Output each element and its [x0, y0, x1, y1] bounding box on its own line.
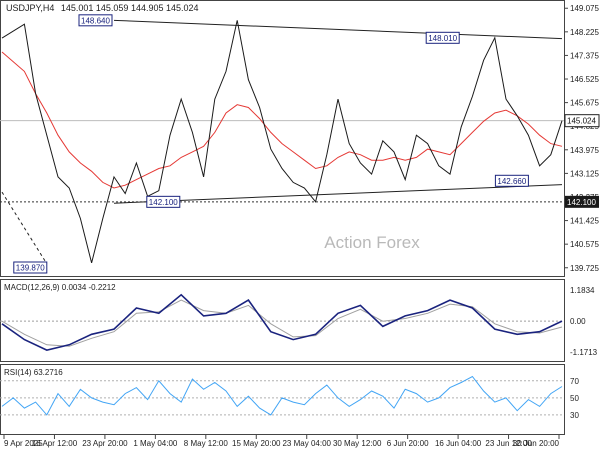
- price-annotation-label: 139.870: [16, 264, 45, 273]
- price-tick-label: 145.675: [570, 99, 599, 108]
- price-annotation-label: 148.010: [428, 34, 457, 43]
- moving-average-line: [1, 51, 563, 189]
- price-annotations: 148.640 139.870 142.100 148.010 142.660: [13, 14, 529, 274]
- watermark: Action Forex: [324, 233, 420, 252]
- symbol-label: USDJPY,H4: [6, 3, 54, 13]
- time-tick-label: 16 Jun 04:00: [435, 439, 482, 448]
- current-price-label: 145.024: [567, 117, 596, 126]
- price-annotation-box: [78, 14, 113, 27]
- macd-tick-label: 0.00: [570, 317, 586, 326]
- trendline: [113, 19, 563, 40]
- rsi-tick-label: 70: [570, 377, 579, 386]
- time-tick-label: 15 May 20:00: [232, 439, 281, 448]
- time-tick-label: 6 Jun 20:00: [387, 439, 429, 448]
- rsi-tick-label: 50: [570, 394, 579, 403]
- macd-tick-label: 1.1834: [570, 286, 595, 295]
- price-annotation-label: 148.640: [81, 16, 110, 25]
- time-tick-label: 30 May 12:00: [333, 439, 382, 448]
- price-tick-label: 140.575: [570, 240, 599, 249]
- price-annotation-label: 142.100: [149, 198, 178, 207]
- price-annotation-box: [425, 31, 460, 44]
- macd-indicator: 1.1834 0.00 -1.1713: [0, 286, 598, 357]
- time-tick-label: 9 Apr 2025: [4, 439, 43, 448]
- time-tick-label: 30 Jun 20:00: [513, 439, 560, 448]
- price-lines: [1, 20, 563, 264]
- price-grid: [0, 120, 564, 203]
- rsi-indicator: 70 50 30: [0, 375, 579, 420]
- macd-tick-label: -1.1713: [570, 348, 598, 357]
- rsi-tick-label: 30: [570, 411, 579, 420]
- symbol-header: USDJPY,H4 145.001 145.059 144.905 145.02…: [6, 3, 199, 13]
- time-tick-label: 1 May 04:00: [133, 439, 178, 448]
- price-line: [1, 20, 563, 264]
- time-tick-label: 23 Apr 20:00: [82, 439, 128, 448]
- price-annotation-label: 142.660: [497, 177, 526, 186]
- price-annotation-box: [13, 261, 48, 274]
- price-panel-frame: [0, 0, 565, 277]
- price-tick-label: 147.375: [570, 51, 599, 60]
- price-tick-label: 139.725: [570, 264, 599, 273]
- time-tick-label: 23 May 04:00: [282, 439, 331, 448]
- macd-panel-frame: [0, 279, 565, 362]
- price-annotation-box: [146, 195, 181, 208]
- trendline: [1, 191, 48, 264]
- price-tick-label: 148.225: [570, 28, 599, 37]
- rsi-panel-frame: [0, 364, 565, 435]
- price-annotation-box: [494, 174, 529, 187]
- price-axis: 149.075148.225147.375146.525145.675144.8…: [564, 4, 600, 273]
- rsi-header: RSI(14) 63.2716: [4, 368, 63, 377]
- support-price-box: [565, 195, 599, 208]
- price-tick-label: 143.125: [570, 169, 599, 178]
- macd-header: MACD(12,26,9) 0.0034 -0.2212: [4, 283, 116, 292]
- trendlines: [1, 19, 563, 264]
- time-tick-label: 23 Jun 12:00: [485, 439, 532, 448]
- trendline: [113, 184, 563, 204]
- ohlc-values: 145.001 145.059 144.905 145.024: [61, 3, 199, 13]
- macd-line: [1, 293, 563, 351]
- price-tick-label: 146.525: [570, 75, 599, 84]
- rsi-line: [1, 375, 563, 416]
- time-tick-label: 8 May 12:00: [184, 439, 229, 448]
- price-tick-label: 141.425: [570, 217, 599, 226]
- price-tick-label: 143.975: [570, 146, 599, 155]
- current-price-box: [564, 114, 600, 128]
- support-price-label: 142.100: [567, 198, 596, 207]
- price-tick-label: 149.075: [570, 4, 599, 13]
- time-tick-label: 16 Apr 12:00: [32, 439, 78, 448]
